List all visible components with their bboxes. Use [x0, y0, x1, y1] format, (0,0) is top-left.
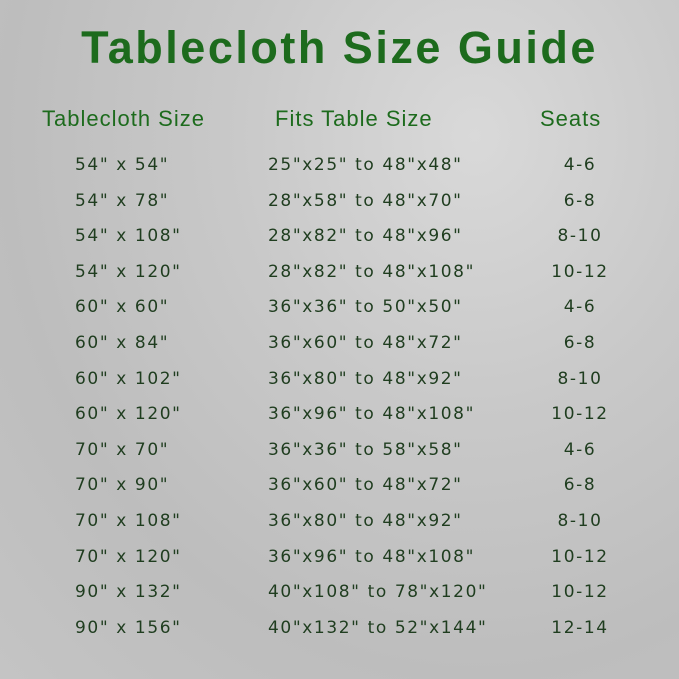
table-row: 70" x 108" 36"x80" to 48"x92" 8-10 [0, 511, 679, 541]
table-row: 70" x 120" 36"x96" to 48"x108" 10-12 [0, 547, 679, 577]
seats-cell: 12-14 [551, 617, 609, 638]
tablecloth-size-cell: 54" x 78" [75, 190, 170, 211]
tablecloth-size-cell: 90" x 156" [75, 617, 182, 638]
fits-table-size-cell: 28"x58" to 48"x70" [268, 190, 463, 211]
table-row: 54" x 108" 28"x82" to 48"x96" 8-10 [0, 226, 679, 256]
tablecloth-size-cell: 54" x 120" [75, 261, 182, 282]
fits-table-size-cell: 40"x132" to 52"x144" [268, 617, 488, 638]
fits-table-size-cell: 36"x80" to 48"x92" [268, 368, 463, 389]
tablecloth-size-cell: 70" x 120" [75, 546, 182, 567]
seats-cell: 8-10 [557, 226, 603, 247]
table-row: 60" x 102" 36"x80" to 48"x92" 8-10 [0, 369, 679, 399]
seats-cell: 4-6 [563, 155, 597, 175]
fits-table-size-cell: 28"x82" to 48"x108" [268, 261, 476, 282]
fits-table-size-cell: 36"x80" to 48"x92" [268, 511, 463, 531]
table-row: 60" x 60" 36"x36" to 50"x50" 4-6 [0, 297, 679, 327]
seats-cell: 4-6 [563, 439, 597, 460]
fits-table-size-cell: 28"x82" to 48"x96" [268, 226, 463, 247]
seats-cell: 6-8 [563, 190, 597, 211]
fits-table-size-cell: 36"x96" to 48"x108" [268, 546, 476, 567]
tablecloth-size-cell: 90" x 132" [75, 582, 182, 603]
fits-table-size-cell: 36"x96" to 48"x108" [268, 404, 476, 425]
tablecloth-size-cell: 60" x 102" [75, 368, 182, 389]
fits-table-size-cell: 25"x25" to 48"x48" [268, 155, 463, 175]
fits-table-size-cell: 36"x60" to 48"x72" [268, 475, 463, 496]
header-seats: Seats [540, 106, 602, 131]
fits-table-size-cell: 40"x108" to 78"x120" [268, 582, 488, 603]
seats-cell: 8-10 [557, 368, 603, 389]
table-row: 90" x 156" 40"x132" to 52"x144" 12-14 [0, 618, 679, 648]
table-row: 54" x 120" 28"x82" to 48"x108" 10-12 [0, 262, 679, 292]
tablecloth-size-cell: 70" x 90" [75, 475, 170, 496]
header-fits-table-size: Fits Table Size [275, 106, 433, 131]
tablecloth-size-cell: 60" x 84" [75, 333, 170, 353]
fits-table-size-cell: 36"x36" to 50"x50" [268, 297, 463, 318]
seats-cell: 6-8 [563, 475, 597, 496]
seats-cell: 6-8 [563, 333, 597, 353]
table-row: 60" x 84" 36"x60" to 48"x72" 6-8 [0, 333, 679, 363]
tablecloth-size-cell: 54" x 108" [75, 226, 182, 247]
seats-cell: 10-12 [551, 261, 609, 282]
tablecloth-size-cell: 60" x 120" [75, 404, 182, 425]
seats-cell: 4-6 [563, 297, 597, 318]
tablecloth-size-cell: 54" x 54" [75, 155, 170, 175]
table-row: 70" x 90" 36"x60" to 48"x72" 6-8 [0, 475, 679, 505]
tablecloth-size-cell: 70" x 108" [75, 511, 182, 531]
seats-cell: 8-10 [557, 511, 603, 531]
fits-table-size-cell: 36"x60" to 48"x72" [268, 333, 463, 353]
header-tablecloth-size: Tablecloth Size [42, 106, 205, 131]
fits-table-size-cell: 36"x36" to 58"x58" [268, 439, 463, 460]
seats-cell: 10-12 [551, 546, 609, 567]
seats-cell: 10-12 [551, 582, 609, 603]
table-row: 90" x 132" 40"x108" to 78"x120" 10-12 [0, 582, 679, 612]
table-row: 60" x 120" 36"x96" to 48"x108" 10-12 [0, 404, 679, 434]
tablecloth-size-cell: 60" x 60" [75, 297, 170, 318]
page-title: Tablecloth Size Guide [81, 22, 598, 73]
table-row: 54" x 78" 28"x58" to 48"x70" 6-8 [0, 191, 679, 221]
table-row: 54" x 54" 25"x25" to 48"x48" 4-6 [0, 155, 679, 185]
tablecloth-size-cell: 70" x 70" [75, 439, 170, 460]
table-row: 70" x 70" 36"x36" to 58"x58" 4-6 [0, 440, 679, 470]
seats-cell: 10-12 [551, 404, 609, 425]
